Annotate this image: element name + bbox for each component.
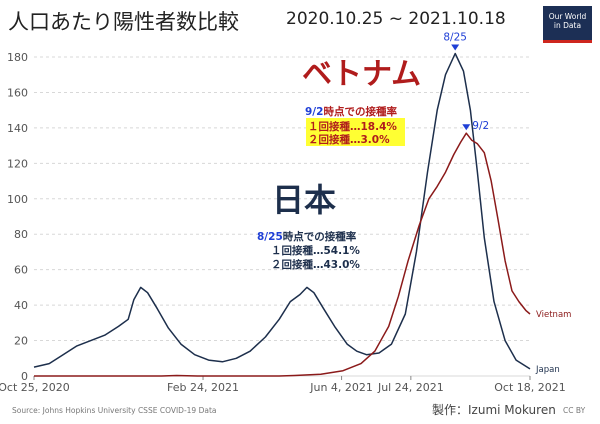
y-tick-label: 40 <box>14 299 28 312</box>
series-label-vietnam: Vietnam <box>536 310 571 320</box>
japan-vaccine-heading: 8/25時点での接種率 <box>257 230 357 243</box>
x-axis: Oct 25, 2020 Feb 24, 2021 Jun 4, 2021 Jul 2… <box>0 376 566 394</box>
chart-title: 人口あたり陽性者数比較 <box>8 10 239 34</box>
license: CC BY <box>563 406 586 415</box>
japan-dose2: ２回接種…43.0% <box>271 258 360 271</box>
vietnam-heading-rest: 時点での接種率 <box>323 105 397 118</box>
peak-vietnam-label: 9/2 <box>472 120 489 132</box>
vietnam-vaccine-heading: 9/2時点での接種率 <box>305 105 397 118</box>
japan-heading-rest: 時点での接種率 <box>283 230 357 243</box>
source-note: Source: Johns Hopkins University CSSE CO… <box>12 406 217 415</box>
series-lines <box>33 52 531 377</box>
series-line-vietnam <box>34 132 531 377</box>
y-axis: 0 20 40 60 80 100 120 140 160 180 <box>7 51 28 383</box>
y-tick-label: 180 <box>7 51 28 64</box>
logo-line-1: Our World <box>548 12 587 21</box>
peak-japan-label: 8/25 <box>443 31 467 43</box>
x-tick-label: Oct 25, 2020 <box>0 381 70 394</box>
vietnam-heading-date: 9/2 <box>305 106 323 118</box>
x-tick-label: Oct 18, 2021 <box>494 381 566 394</box>
y-tick-label: 0 <box>21 370 28 383</box>
vietnam-highlight-box <box>306 118 405 146</box>
logo-line-2: in Data <box>553 21 582 30</box>
y-tick-label: 80 <box>14 228 28 241</box>
series-line-japan <box>33 52 531 370</box>
y-tick-label: 20 <box>14 335 28 348</box>
peak-vietnam-arrow <box>462 124 471 131</box>
credit: 製作：Izumi Mokuren <box>432 403 556 417</box>
series-labels: Japan Vietnam <box>535 310 571 375</box>
japan-heading-date: 8/25 <box>257 231 283 243</box>
x-tick-label: Jul 24, 2021 <box>377 381 444 394</box>
vietnam-big-label: ベトナム <box>302 57 421 92</box>
y-tick-label: 160 <box>7 86 28 99</box>
japan-big-label: 日本 <box>272 181 336 219</box>
y-tick-label: 60 <box>14 264 28 277</box>
japan-dose1: １回接種…54.1% <box>271 244 360 257</box>
x-tick-label: Feb 24, 2021 <box>167 381 239 394</box>
vietnam-dose2: ２回接種…3.0% <box>308 133 390 146</box>
y-tick-label: 140 <box>7 122 28 135</box>
peak-japan-arrow <box>451 44 460 51</box>
date-range: 2020.10.25 ~ 2021.10.18 <box>286 9 506 29</box>
x-tick-label: Jun 4, 2021 <box>309 381 373 394</box>
owid-logo: Our World in Data <box>543 6 592 43</box>
y-tick-label: 120 <box>7 157 28 170</box>
y-tick-label: 100 <box>7 193 28 206</box>
vietnam-dose1: １回接種…18.4% <box>308 120 397 133</box>
series-label-japan: Japan <box>535 365 560 375</box>
